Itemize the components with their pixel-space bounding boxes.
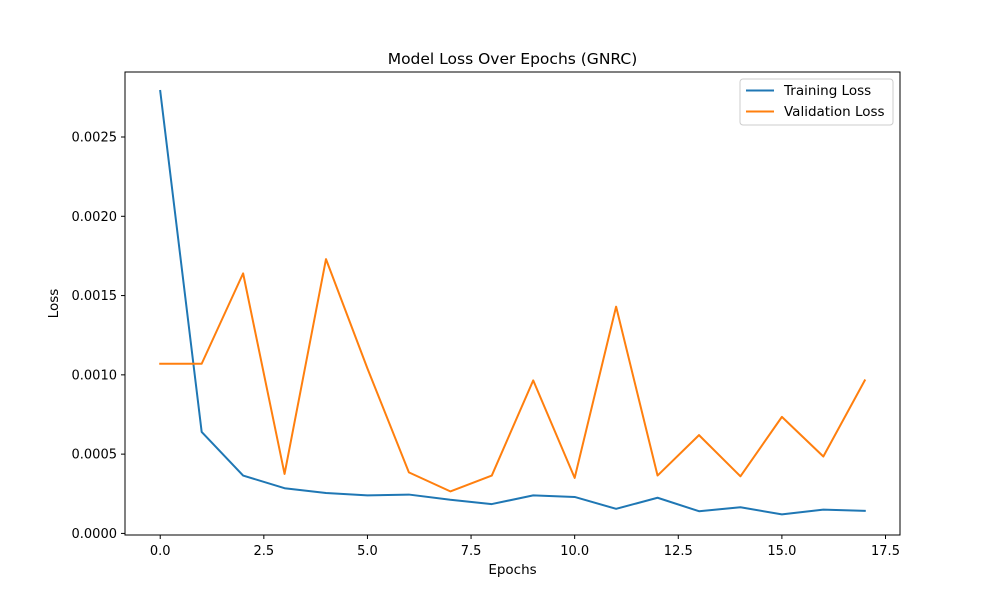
x-tick-label: 2.5 [253, 544, 274, 559]
y-tick-label: 0.0025 [72, 131, 118, 146]
y-tick-label: 0.0015 [72, 289, 118, 304]
y-tick-label: 0.0000 [72, 527, 118, 542]
series-line-validation-loss [159, 258, 867, 493]
x-tick-label: 17.5 [871, 544, 900, 559]
y-tick-label: 0.0010 [72, 368, 118, 383]
axes-frame [124, 71, 901, 536]
x-tick-label: 0.0 [150, 544, 171, 559]
y-tick-label: 0.0020 [72, 210, 118, 225]
y-tick-label: 0.0005 [72, 448, 118, 463]
legend-label-validation-loss: Validation Loss [784, 104, 885, 120]
y-axis-ticks: 0.0000 0.0005 0.0010 0.0015 0.0020 0.0025 [72, 131, 125, 542]
x-tick-label: 5.0 [357, 544, 378, 559]
series-line-training-loss [159, 89, 866, 516]
chart-title: Model Loss Over Epochs (GNRC) [388, 50, 638, 68]
x-tick-label: 12.5 [664, 544, 693, 559]
x-axis-label: Epochs [488, 562, 536, 578]
x-tick-label: 15.0 [767, 544, 796, 559]
x-axis-ticks: 0.0 2.5 5.0 7.5 10.0 12.5 15.0 17.5 [150, 535, 900, 559]
x-tick-label: 7.5 [461, 544, 482, 559]
x-tick-label: 10.0 [560, 544, 589, 559]
series-layer [159, 89, 867, 516]
plot-area [124, 71, 901, 536]
legend: Training Loss Validation Loss [739, 78, 894, 126]
legend-label-training-loss: Training Loss [783, 83, 871, 99]
y-axis-label: Loss [46, 289, 62, 319]
legend-box [739, 78, 894, 126]
